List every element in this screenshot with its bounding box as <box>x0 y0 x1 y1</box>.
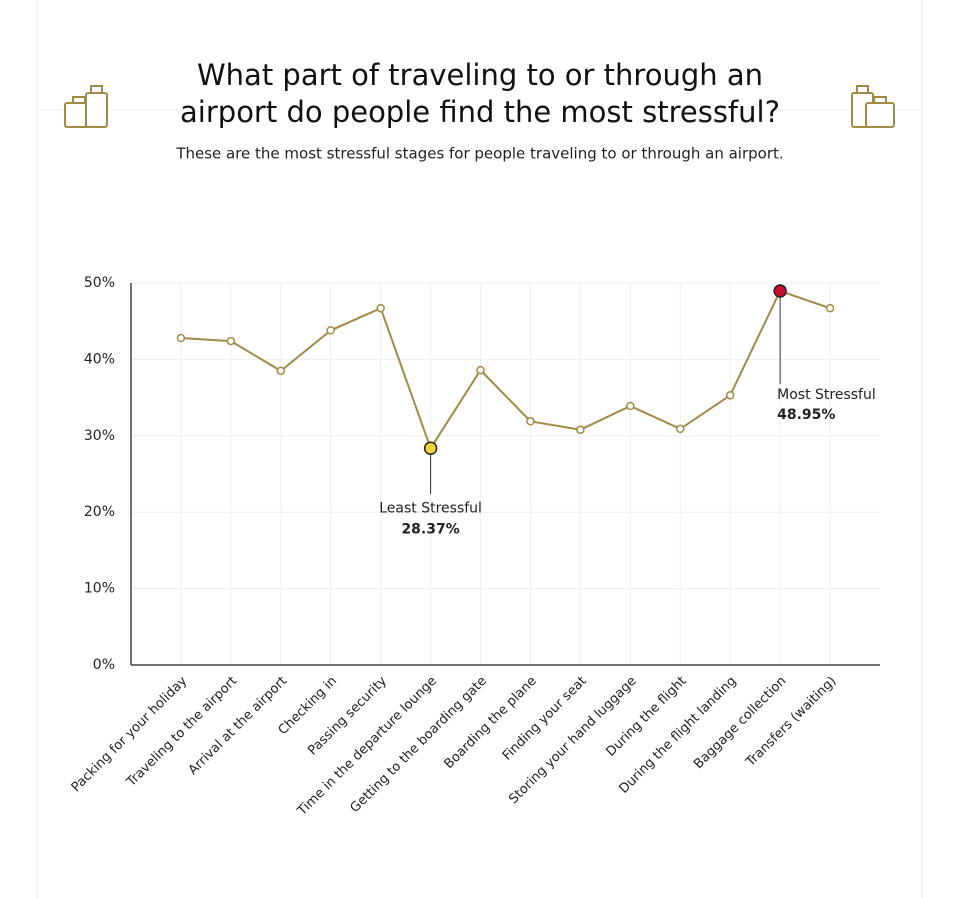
annotation-text: Most Stressful <box>777 387 876 403</box>
marker <box>226 336 236 346</box>
line <box>180 289 831 451</box>
x-tick-label: Boarding the plane <box>441 674 539 772</box>
marker <box>526 417 535 426</box>
chart-title: What part of traveling to or through an <box>197 58 763 92</box>
highlight-marker <box>423 441 438 456</box>
luggage-icon <box>851 85 895 128</box>
x-tick-label: Finding your seat <box>500 674 590 764</box>
y-tick-label: 10% <box>84 581 115 597</box>
marker <box>276 366 286 376</box>
chart-title: airport do people find the most stressfu… <box>180 95 780 129</box>
luggage-icon <box>64 85 108 128</box>
marker <box>326 326 335 335</box>
value-label: 28.37% <box>401 521 459 537</box>
x-tick-label: Baggage collection <box>691 674 789 772</box>
marker <box>176 333 186 343</box>
annotation-text: Least Stressful <box>379 500 482 516</box>
value-label: 48.95% <box>777 407 835 423</box>
marker <box>676 424 685 434</box>
marker <box>376 303 385 313</box>
marker <box>825 303 835 313</box>
marker <box>576 425 585 434</box>
y-tick-label: 30% <box>84 428 115 444</box>
highlight-marker <box>773 284 787 298</box>
y-tick-label: 50% <box>84 275 115 291</box>
x-tick-label: Transfers (waiting) <box>743 674 840 771</box>
marker <box>626 401 635 411</box>
y-tick-label: 40% <box>84 351 115 367</box>
y-tick-label: 0% <box>93 657 115 673</box>
y-tick-label: 20% <box>84 504 115 520</box>
marker <box>725 391 735 400</box>
chart-subtitle: These are the most stressful stages for … <box>175 145 783 163</box>
x-tick-label: Arrival at the airport <box>186 674 290 778</box>
marker <box>476 365 485 375</box>
